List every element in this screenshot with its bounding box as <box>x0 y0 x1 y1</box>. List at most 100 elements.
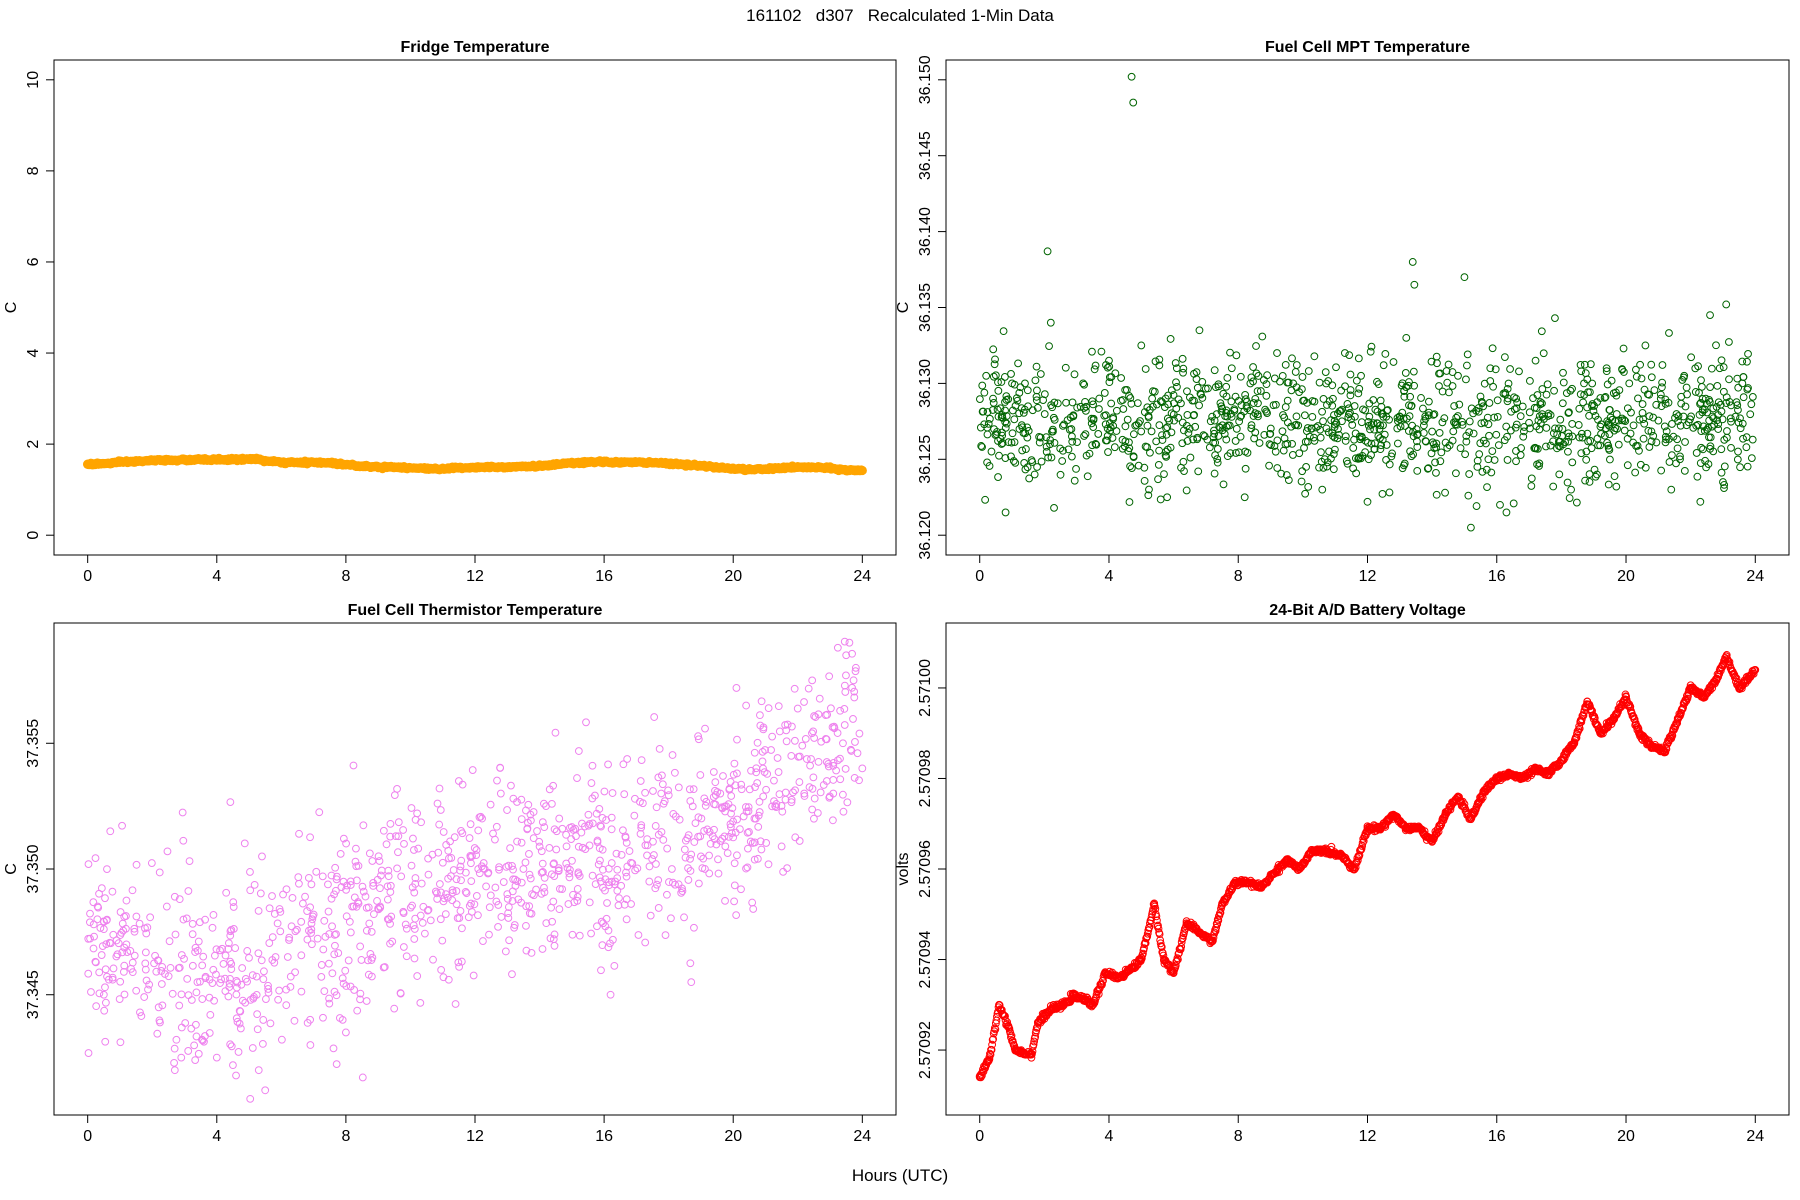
data-point <box>1549 482 1558 491</box>
data-point <box>1709 414 1718 423</box>
data-point <box>475 813 484 822</box>
data-point <box>1363 438 1372 447</box>
data-point <box>1456 444 1465 453</box>
data-point <box>1462 437 1471 446</box>
data-point <box>606 939 614 948</box>
data-point <box>1192 368 1201 377</box>
data-point <box>1001 423 1010 432</box>
x-tick-label-12: 12 <box>466 1128 484 1145</box>
data-point <box>1413 437 1421 446</box>
data-point <box>1212 923 1221 932</box>
data-point <box>394 832 403 841</box>
data-point <box>313 934 322 943</box>
data-point <box>1734 418 1743 427</box>
data-point <box>100 1006 109 1015</box>
data-point <box>1504 379 1513 388</box>
data-point <box>1068 432 1076 441</box>
data-point <box>742 701 751 710</box>
data-point <box>1284 476 1293 485</box>
data-point <box>136 1008 144 1017</box>
data-point <box>1030 470 1039 479</box>
data-point <box>1299 396 1307 405</box>
data-point <box>1097 347 1106 356</box>
data-point <box>513 877 522 886</box>
data-point <box>685 785 694 794</box>
data-point <box>306 903 315 912</box>
data-point <box>1021 379 1029 388</box>
data-point <box>664 786 672 795</box>
data-point <box>750 855 759 864</box>
data-point <box>352 862 361 871</box>
data-point <box>587 779 596 787</box>
data-point <box>858 764 867 773</box>
data-point <box>1141 442 1150 451</box>
data-point <box>162 902 171 911</box>
data-point <box>1430 410 1439 419</box>
data-point <box>1253 387 1262 396</box>
data-point <box>246 1094 255 1103</box>
data-point <box>1516 451 1525 459</box>
data-point <box>233 1017 242 1026</box>
data-point <box>356 989 365 998</box>
data-point <box>840 681 849 690</box>
data-point <box>983 430 992 439</box>
data-point <box>457 876 465 885</box>
data-point <box>1258 332 1267 341</box>
data-point <box>1453 412 1462 420</box>
data-point <box>84 1049 93 1057</box>
data-point <box>1577 367 1586 376</box>
data-point <box>1682 383 1691 392</box>
data-point <box>1045 342 1053 351</box>
data-point <box>722 802 731 811</box>
data-point <box>444 846 453 855</box>
data-point <box>416 998 425 1007</box>
data-point <box>1585 411 1593 420</box>
data-point <box>697 852 705 861</box>
data-point <box>1488 344 1497 353</box>
data-point <box>1101 436 1110 445</box>
data-point <box>606 990 615 999</box>
data-point <box>1227 364 1236 373</box>
data-point <box>1630 715 1639 724</box>
data-point <box>764 704 773 713</box>
data-point <box>1232 424 1241 433</box>
data-point <box>170 1058 178 1067</box>
data-point <box>1408 258 1417 266</box>
data-point <box>674 783 683 792</box>
data-point <box>1568 458 1577 467</box>
data-point <box>1374 432 1383 440</box>
data-point <box>386 920 394 928</box>
data-point <box>591 791 599 800</box>
data-point <box>1720 462 1729 471</box>
data-point <box>622 872 631 881</box>
data-point <box>598 845 607 854</box>
data-point <box>276 927 285 936</box>
data-point <box>1193 433 1202 442</box>
data-point <box>1318 407 1326 416</box>
data-point <box>1623 434 1632 443</box>
data-point <box>1604 444 1613 453</box>
data-point <box>1717 407 1726 416</box>
data-point <box>1263 409 1271 418</box>
data-point <box>517 898 526 907</box>
y-axis-label: volts <box>895 853 912 886</box>
data-point <box>1195 326 1204 335</box>
data-point <box>1421 437 1430 445</box>
data-point <box>493 776 501 785</box>
data-point <box>1333 434 1342 443</box>
data-point <box>1629 438 1638 447</box>
data-point <box>91 958 100 967</box>
data-point <box>115 995 124 1003</box>
data-point <box>1661 748 1670 757</box>
data-point <box>233 978 242 987</box>
data-point <box>1517 444 1525 452</box>
data-point <box>1581 476 1590 485</box>
data-point <box>1610 472 1619 481</box>
data-point <box>999 327 1008 336</box>
data-point <box>686 854 694 863</box>
data-point <box>684 864 692 873</box>
data-point <box>330 890 339 899</box>
data-point <box>479 937 487 945</box>
data-point <box>140 993 149 1001</box>
data-point <box>227 965 236 973</box>
